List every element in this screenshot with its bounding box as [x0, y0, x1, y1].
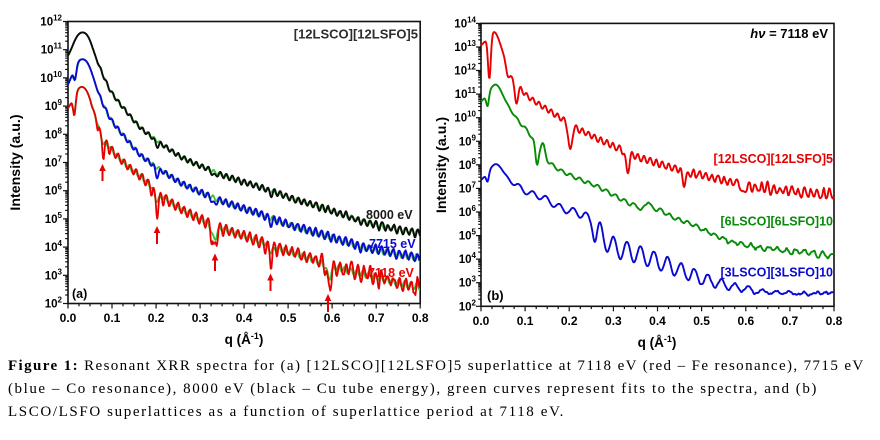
svg-text:0.6: 0.6: [324, 311, 341, 325]
svg-text:hν = 7118 eV: hν = 7118 eV: [750, 26, 828, 41]
svg-text:0.5: 0.5: [693, 314, 710, 328]
svg-text:Intensity (a.u.): Intensity (a.u.): [434, 117, 450, 213]
svg-text:0.3: 0.3: [605, 314, 622, 328]
svg-text:0.0: 0.0: [473, 314, 490, 328]
svg-text:0.2: 0.2: [561, 314, 578, 328]
svg-text:0.1: 0.1: [517, 314, 534, 328]
svg-text:106: 106: [459, 204, 477, 219]
svg-text:(a): (a): [72, 287, 87, 301]
svg-text:0.7: 0.7: [782, 314, 799, 328]
svg-text:q (Å-1): q (Å-1): [638, 334, 677, 350]
svg-text:[6LSCO][6LSFO]10: [6LSCO][6LSFO]10: [720, 215, 833, 229]
svg-text:105: 105: [45, 211, 63, 226]
svg-text:109: 109: [45, 98, 63, 113]
svg-text:0.5: 0.5: [280, 311, 297, 325]
svg-text:0.0: 0.0: [60, 311, 77, 325]
svg-text:0.4: 0.4: [236, 311, 253, 325]
svg-text:109: 109: [459, 133, 477, 148]
svg-text:[12LSCO][12LSFO]5: [12LSCO][12LSFO]5: [714, 152, 834, 166]
svg-text:105: 105: [459, 228, 477, 243]
svg-text:[3LSCO][3LSFO]10: [3LSCO][3LSFO]10: [720, 266, 833, 280]
svg-text:Intensity (a.u.): Intensity (a.u.): [8, 114, 24, 210]
svg-text:108: 108: [459, 157, 477, 172]
svg-text:102: 102: [45, 296, 63, 311]
svg-text:103: 103: [45, 267, 63, 282]
svg-text:[12LSCO][12LSFO]5: [12LSCO][12LSFO]5: [294, 27, 418, 42]
svg-text:106: 106: [45, 183, 63, 198]
svg-text:0.1: 0.1: [104, 311, 121, 325]
svg-text:107: 107: [459, 180, 477, 195]
svg-text:1013: 1013: [454, 39, 476, 54]
svg-text:7715 eV: 7715 eV: [369, 237, 416, 251]
svg-text:1012: 1012: [454, 63, 476, 78]
svg-text:(b): (b): [487, 288, 504, 303]
svg-text:108: 108: [45, 126, 63, 141]
svg-text:0.6: 0.6: [737, 314, 754, 328]
svg-text:1010: 1010: [40, 70, 62, 85]
svg-text:7118 eV: 7118 eV: [368, 266, 415, 280]
svg-text:103: 103: [459, 275, 477, 290]
svg-text:0.2: 0.2: [148, 311, 165, 325]
svg-text:0.7: 0.7: [368, 311, 385, 325]
svg-text:107: 107: [45, 155, 63, 170]
svg-text:0.8: 0.8: [412, 311, 429, 325]
svg-text:104: 104: [459, 251, 477, 266]
svg-text:104: 104: [45, 239, 63, 254]
svg-text:1011: 1011: [41, 42, 63, 57]
svg-text:1012: 1012: [40, 14, 62, 29]
svg-text:8000 eV: 8000 eV: [366, 208, 413, 222]
svg-text:0.8: 0.8: [826, 314, 843, 328]
svg-text:q (Å-1): q (Å-1): [225, 331, 264, 347]
svg-text:0.3: 0.3: [192, 311, 209, 325]
svg-text:102: 102: [459, 298, 477, 313]
svg-text:1011: 1011: [455, 86, 477, 101]
svg-text:1010: 1010: [454, 110, 476, 125]
svg-text:1014: 1014: [454, 15, 476, 30]
svg-text:0.4: 0.4: [649, 314, 666, 328]
